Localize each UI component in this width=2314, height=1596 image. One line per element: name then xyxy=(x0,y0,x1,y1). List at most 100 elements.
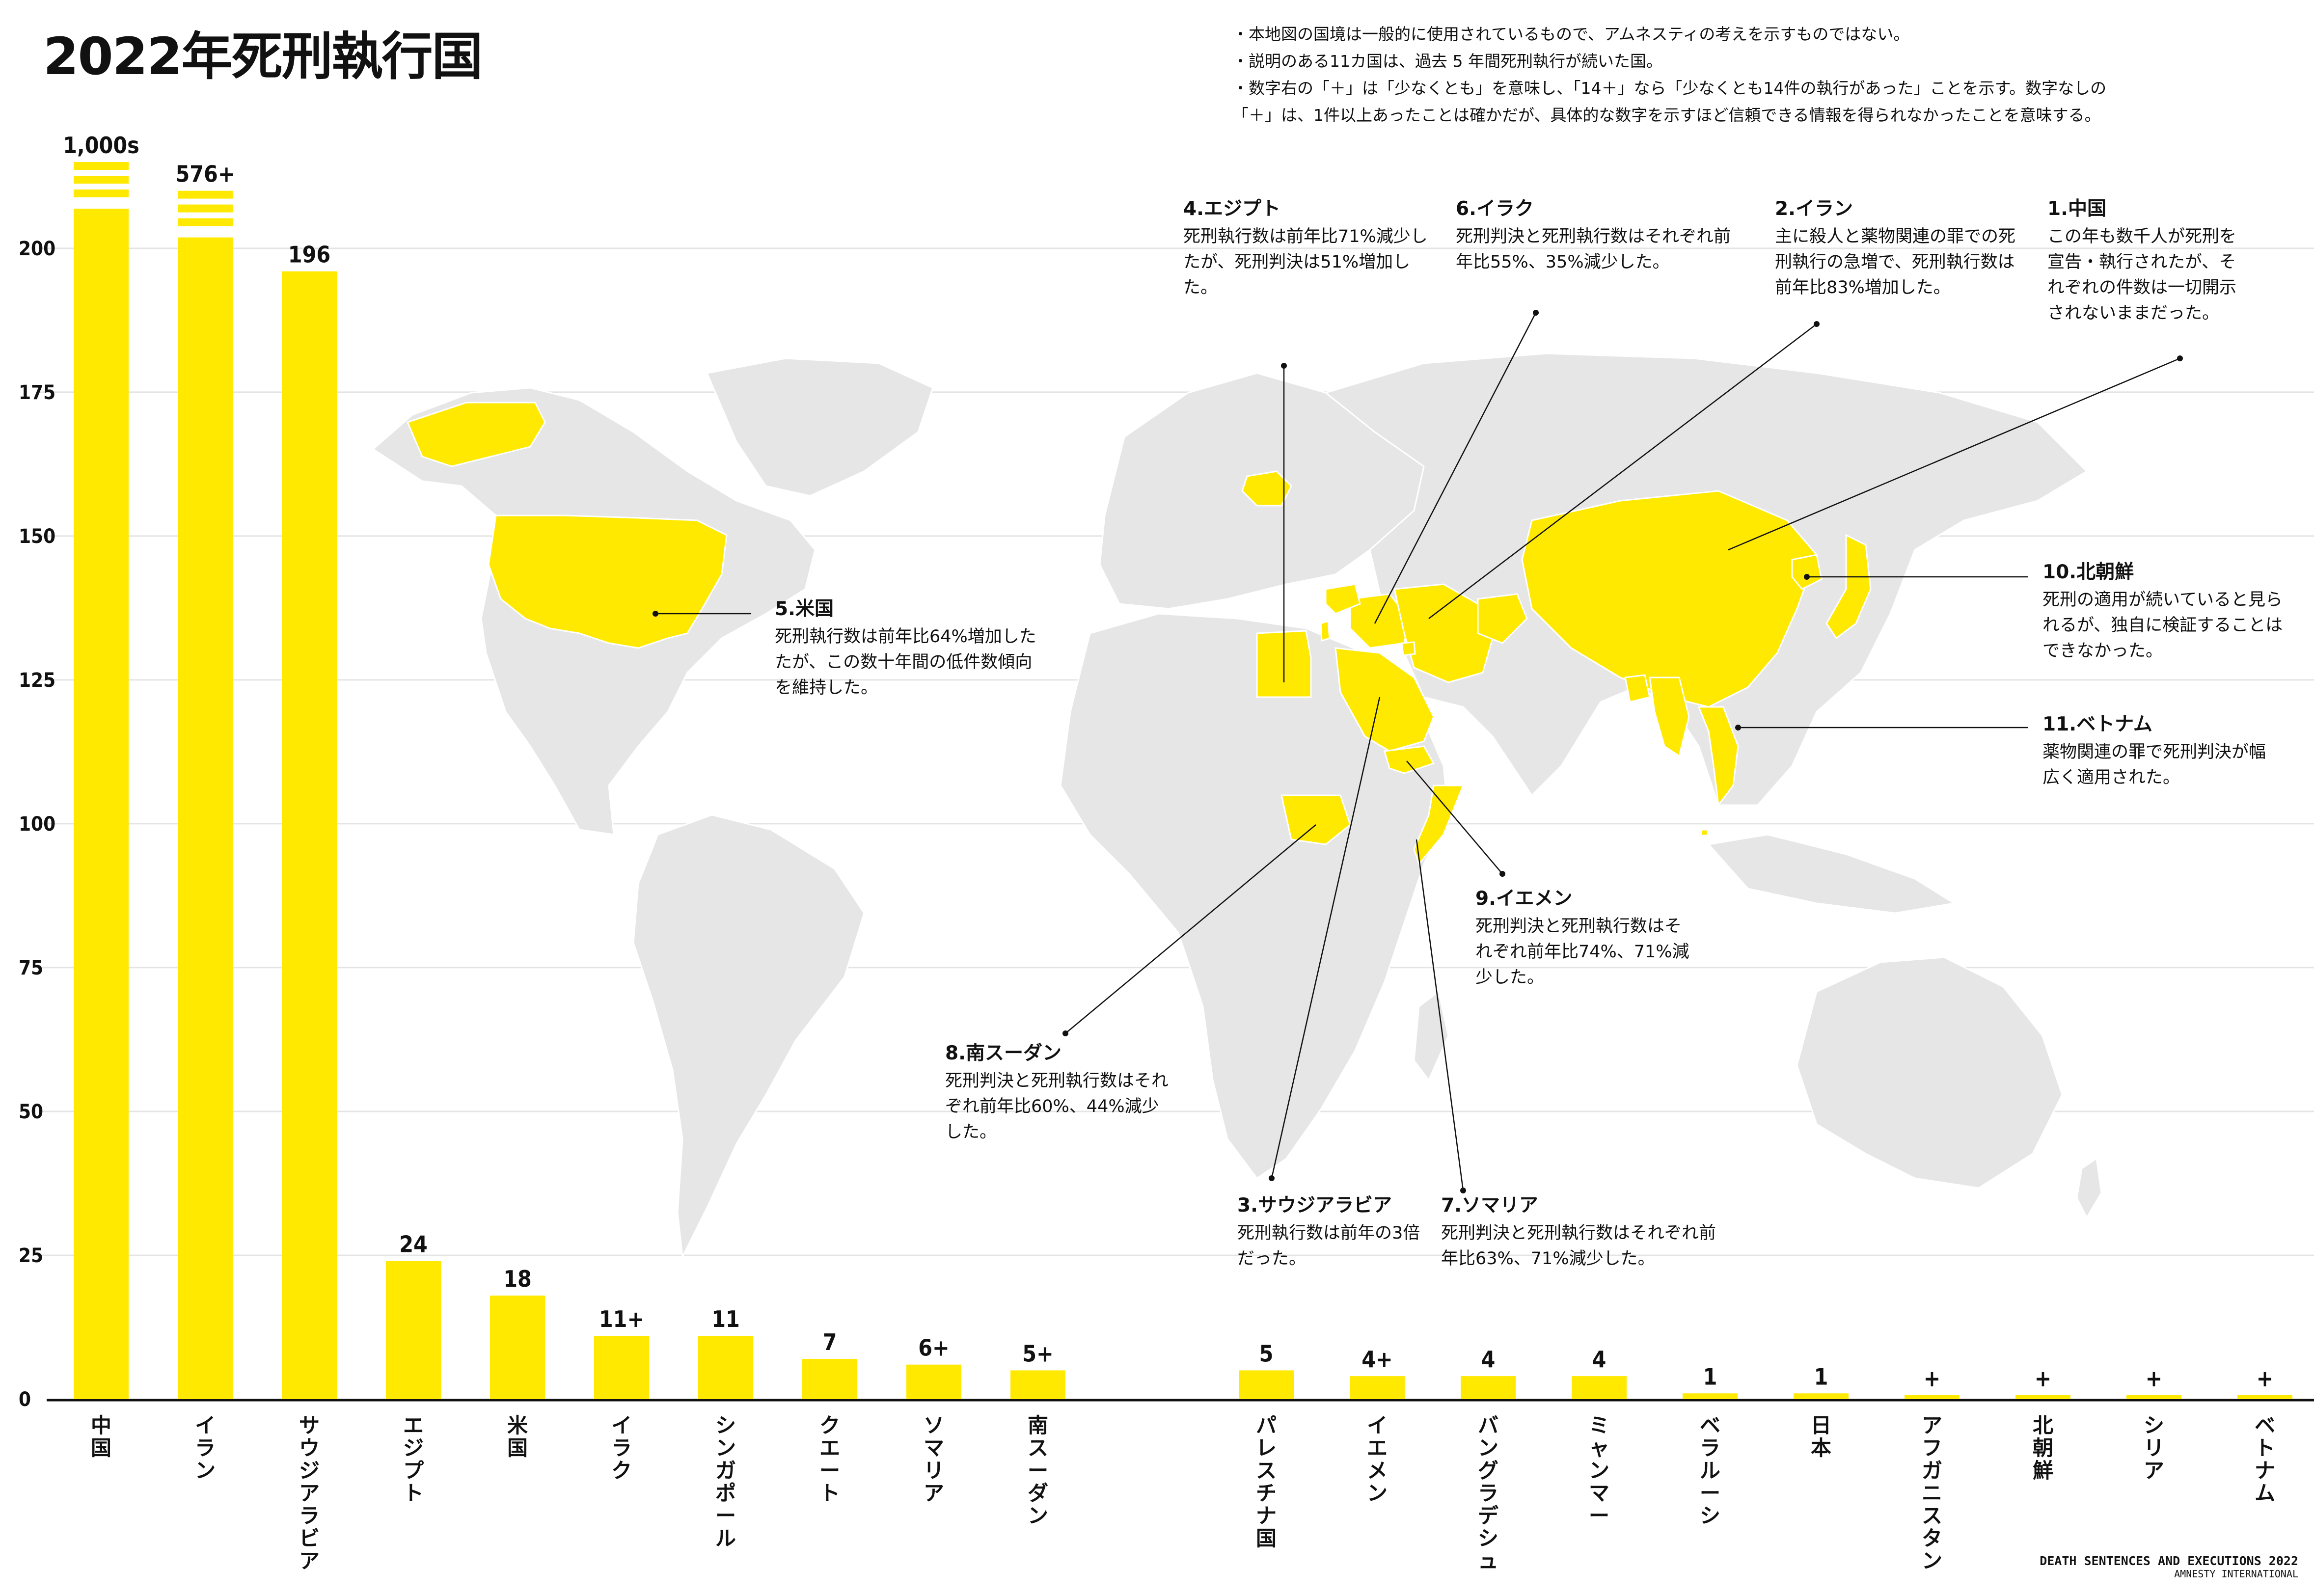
x-tick-label-char: 本 xyxy=(1811,1436,1831,1460)
callout-vietnam: 11.ベトナム 薬物関連の罪で死刑判決が幅広く適用された。 xyxy=(2042,712,2278,790)
map-bangladesh xyxy=(1624,674,1651,703)
x-tick-label-char: フ xyxy=(1922,1436,1942,1460)
x-tick-label-char: ア xyxy=(2144,1459,2164,1483)
x-tick-label-char: イ xyxy=(1367,1413,1388,1437)
x-tick-label-char: ト xyxy=(403,1481,424,1505)
x-axis: 中国イランサウジアラビアエジプト米国イラクシンガポールクエートソマリア南スーダン… xyxy=(91,1413,2275,1573)
x-tick-label-char: ラ xyxy=(611,1436,632,1460)
x-tick-label-char: ス xyxy=(1028,1436,1048,1460)
x-tick-label-char: イ xyxy=(195,1413,216,1437)
y-tick-label: 175 xyxy=(19,381,55,404)
x-tick-label-char: ス xyxy=(1922,1504,1942,1528)
x-tick-label-char: ラ xyxy=(1478,1481,1498,1505)
x-tick-label-char: ジ xyxy=(299,1459,320,1483)
bar xyxy=(1010,1370,1065,1399)
callout-text: 死刑判決と死刑執行数はそれぞれ前年比63%、71%減少した。 xyxy=(1441,1223,1716,1269)
bar xyxy=(1683,1393,1738,1399)
y-tick-label: 200 xyxy=(19,238,55,260)
x-tick-label-char: 国 xyxy=(1256,1526,1277,1550)
bar-value-label: 4+ xyxy=(1361,1346,1392,1373)
bar-value-label: + xyxy=(2035,1365,2052,1392)
map-palestine xyxy=(1320,620,1331,642)
callout-text: 死刑判決と死刑執行数はそれぞれ前年比55%、35%減少した。 xyxy=(1456,227,1731,272)
x-tick-label-char: ガ xyxy=(1922,1459,1942,1483)
x-tick-label-char: ビ xyxy=(299,1526,320,1550)
bar-value-label: 576+ xyxy=(175,161,235,188)
callout-title: 2.イラン xyxy=(1775,198,1853,220)
footer-line2: AMNESTY INTERNATIONAL xyxy=(2174,1568,2298,1580)
x-tick-label-char: ア xyxy=(299,1549,320,1573)
x-tick-label-char: ト xyxy=(819,1481,840,1505)
callout-title: 1.中国 xyxy=(2047,198,2106,220)
bar xyxy=(490,1296,545,1399)
x-tick-label-char: ー xyxy=(1589,1504,1609,1528)
bar-break-slice xyxy=(74,189,129,197)
bar xyxy=(594,1336,649,1399)
x-tick-label-char: ク xyxy=(611,1459,632,1483)
x-tick-label-char: ウ xyxy=(299,1436,320,1460)
map-australia xyxy=(1796,956,2063,1189)
leader-somalia xyxy=(1416,839,1464,1191)
bar xyxy=(2015,1395,2070,1399)
x-tick-label-char: ナ xyxy=(1256,1504,1277,1528)
x-tick-label-char: メ xyxy=(1367,1459,1388,1483)
leader-dot xyxy=(1460,1188,1466,1193)
x-tick-label-char: 中 xyxy=(91,1413,111,1437)
x-tick-label-char: ラ xyxy=(1700,1436,1720,1460)
callout-saudi: 3.サウジアラビア 死刑執行数は前年の3倍だった。 xyxy=(1237,1193,1424,1271)
leader-dot xyxy=(1499,871,1505,877)
y-tick-label: 100 xyxy=(19,813,55,836)
bar xyxy=(1572,1376,1627,1399)
x-tick-label-char: ミ xyxy=(1589,1413,1609,1437)
x-tick-label-char: ル xyxy=(715,1526,736,1550)
bar-value-label: 1 xyxy=(1814,1363,1828,1390)
x-tick-label-char: ス xyxy=(1256,1459,1277,1483)
x-tick-label-char: チ xyxy=(1256,1481,1277,1505)
x-tick-label-char: ラ xyxy=(195,1436,216,1460)
callout-usa: 5.米国 死刑執行数は前年比64%増加したたが、この数十年間の低件数傾向を維持し… xyxy=(775,596,1040,701)
callout-north-korea: 10.北朝鮮 死刑の適用が続いていると見られるが、独自に検証することはできなかっ… xyxy=(2042,560,2298,664)
x-tick-label-char: エ xyxy=(1367,1436,1388,1460)
map-saudi-arabia xyxy=(1334,647,1435,752)
map-afghanistan xyxy=(1477,593,1528,644)
callout-text: 死刑執行数は前年の3倍だった。 xyxy=(1237,1223,1420,1269)
x-tick-label-char: ポ xyxy=(715,1481,736,1505)
y-tick-label: 50 xyxy=(19,1101,43,1123)
bar-break-slice xyxy=(74,176,129,184)
callout-title: 10.北朝鮮 xyxy=(2042,561,2134,583)
x-tick-label-char: ム xyxy=(2255,1481,2275,1505)
bar xyxy=(282,271,337,1399)
bar-value-label: 196 xyxy=(288,242,330,268)
bar-value-label: + xyxy=(2146,1365,2163,1392)
leader-dot xyxy=(1269,1175,1275,1181)
x-tick-label-char: ン xyxy=(1922,1549,1942,1573)
note-line: ・説明のある11カ国は、過去 5 年間死刑執行が続いた国。 xyxy=(1232,52,1662,71)
note-line: ・数字右の「＋」は「少なくとも」を意味し、「14＋」なら「少なくとも14件の執行… xyxy=(1232,79,2107,98)
footer-line1: DEATH SENTENCES AND EXECUTIONS 2022 xyxy=(2040,1554,2298,1568)
callout-egypt: 4.エジプト 死刑執行数は前年比71%減少したが、死刑判決は51%増加した。 xyxy=(1183,196,1439,300)
leader-dot xyxy=(1281,363,1287,369)
x-tick-label-char: ュ xyxy=(1478,1549,1498,1573)
x-tick-label-char: プ xyxy=(403,1459,424,1483)
bar-value-label: 1 xyxy=(1703,1363,1717,1390)
x-tick-label-char: 国 xyxy=(91,1436,111,1460)
x-tick-label-char: ア xyxy=(299,1481,320,1505)
map-somalia xyxy=(1413,784,1465,866)
x-tick-label-char: 米 xyxy=(507,1413,528,1437)
bar xyxy=(698,1336,753,1399)
x-tick-label-char: サ xyxy=(299,1413,320,1437)
x-tick-label-char: ナ xyxy=(2255,1459,2275,1483)
x-tick-label-char: ー xyxy=(1700,1481,1720,1505)
y-tick-label: 125 xyxy=(19,669,55,692)
bar-value-label: + xyxy=(1924,1365,1941,1392)
x-tick-label-char: ク xyxy=(819,1413,840,1437)
callout-text: 死刑判決と死刑執行数はそれぞれ前年比60%、44%減少した。 xyxy=(945,1071,1169,1142)
callout-title: 5.米国 xyxy=(775,598,834,620)
bar-value-label: 6+ xyxy=(918,1335,949,1361)
x-tick-label-char: シ xyxy=(1700,1504,1720,1528)
map-japan xyxy=(1825,534,1872,640)
bar xyxy=(74,209,129,1399)
callout-text: 主に殺人と薬物関連の罪での死刑執行の急増で、死刑執行数は前年比83%増加した。 xyxy=(1775,227,2016,298)
map-belarus xyxy=(1241,470,1292,507)
